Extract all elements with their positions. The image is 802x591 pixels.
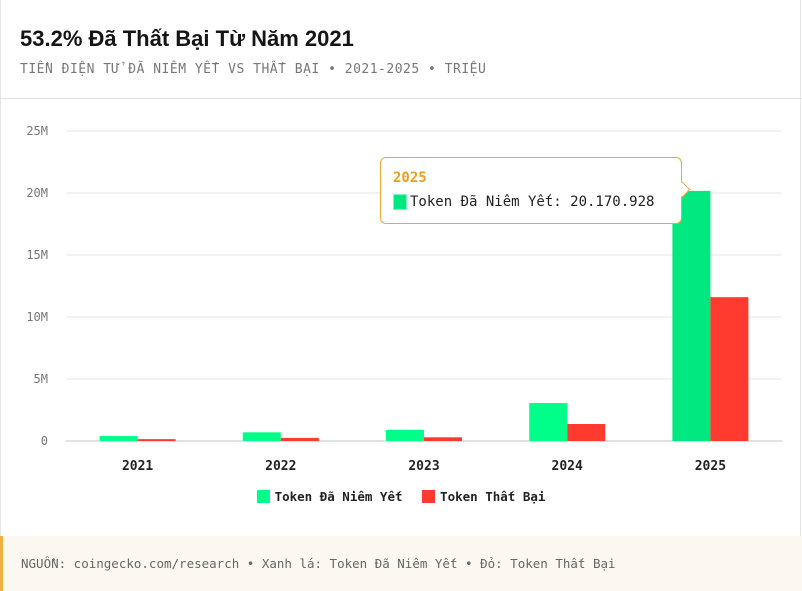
x-tick-label: 2021 — [122, 459, 153, 474]
subtitle: TIỀN ĐIỆN TỬ ĐÃ NIÊM YẾT VS THẤT BẠI • 2… — [20, 62, 487, 77]
bar-failed[interactable] — [137, 439, 176, 441]
bar-listed[interactable] — [672, 190, 711, 441]
page-title: 53.2% Đã Thất Bại Từ Năm 2021 — [20, 26, 354, 51]
legend-label: Token Thất Bại — [440, 489, 546, 504]
bar-failed[interactable] — [280, 437, 319, 441]
tooltip-label: Token Đã Niêm Yết: 20.170.928 — [410, 194, 655, 210]
tooltip-row: Token Đã Niêm Yết: 20.170.928 — [393, 194, 654, 210]
bar-listed[interactable] — [99, 436, 138, 441]
x-tick-label: 2024 — [552, 459, 583, 474]
bar-listed[interactable] — [529, 403, 568, 441]
legend: Token Đã Niêm Yết Token Thất Bại — [0, 489, 802, 506]
bar-listed[interactable] — [386, 429, 424, 441]
y-tick-label: 25M — [26, 124, 48, 138]
legend-item-listed[interactable]: Token Đã Niêm Yết — [256, 489, 403, 504]
y-tick-label: 5M — [34, 372, 48, 386]
tooltip: 2025 Token Đã Niêm Yết: 20.170.928 — [380, 157, 682, 224]
legend-label: Token Đã Niêm Yết — [274, 489, 403, 504]
x-tick-label: 2022 — [265, 459, 296, 474]
y-tick-label: 10M — [26, 310, 48, 324]
legend-swatch — [422, 490, 436, 503]
x-tick-label: 2023 — [408, 459, 439, 474]
tooltip-swatch — [393, 194, 407, 210]
source-note: NGUỒN: coingecko.com/research • Xanh lá:… — [21, 556, 616, 571]
bar-listed[interactable] — [242, 432, 281, 441]
legend-swatch — [256, 490, 270, 503]
y-tick-label: 15M — [26, 248, 48, 262]
footer: NGUỒN: coingecko.com/research • Xanh lá:… — [0, 536, 802, 591]
x-tick-label: 2025 — [695, 459, 726, 474]
bar-failed[interactable] — [424, 437, 462, 441]
y-tick-label: 20M — [26, 186, 48, 200]
header: 53.2% Đã Thất Bại Từ Năm 2021 TIỀN ĐIỆN … — [0, 0, 802, 99]
bar-failed[interactable] — [710, 297, 749, 441]
bar-chart: 0 5M 10M 15M 20M 25M 2021 2022 2023 2024 2025 — [26, 124, 782, 474]
tooltip-year: 2025 — [393, 170, 427, 186]
legend-item-failed[interactable]: Token Thất Bại — [422, 489, 545, 504]
bar-failed[interactable] — [567, 424, 606, 441]
y-tick-label: 0 — [41, 434, 48, 448]
